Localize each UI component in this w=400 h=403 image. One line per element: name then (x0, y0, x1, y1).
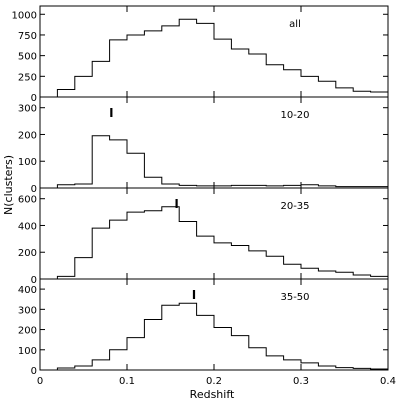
x-tick-label: 0.2 (206, 376, 222, 387)
y-tick-label: 0 (31, 275, 37, 286)
y-tick-label: 1000 (12, 10, 37, 21)
histogram-panels: 02505007501000all010020030010-2002004006… (12, 5, 396, 387)
panel-3: 0 200 400 600 20-35 (18, 187, 389, 286)
histogram-bars (56, 135, 389, 188)
y-tick-label: 750 (18, 31, 37, 42)
histogram-bars (56, 18, 389, 97)
y-tick-label: 400 (18, 221, 37, 232)
x-tick-label: 0 (37, 376, 43, 387)
panel-label: 10-20 (280, 110, 309, 121)
histogram-bars (56, 302, 389, 370)
y-tick-label: 300 (18, 305, 37, 316)
y-tick-label: 200 (18, 130, 37, 141)
y-tick-label: 0 (31, 184, 37, 195)
x-tick-label: 0.1 (119, 376, 135, 387)
histogram-bars (56, 206, 389, 279)
y-tick-label: 200 (18, 248, 37, 259)
x-tick-label: 0.3 (293, 376, 309, 387)
y-tick-label: 100 (18, 346, 37, 357)
y-tick-label: 250 (18, 72, 37, 83)
y-tick-label: 400 (18, 285, 37, 296)
y-tick-label: 200 (18, 326, 37, 337)
panel-4: 0 100 200 300 400 35-50 (18, 278, 389, 377)
y-tick-label: 100 (18, 157, 37, 168)
x-axis-label: Redshift (190, 388, 235, 401)
panel-2: 0 100 200 300 10-20 (18, 96, 389, 195)
panel-label: 20-35 (280, 201, 309, 212)
y-tick-label: 0 (31, 366, 37, 377)
panel-label: all (289, 19, 301, 30)
y-axis-label: N(clusters) (2, 155, 15, 215)
panel-label: 35-50 (280, 292, 309, 303)
y-tick-label: 300 (18, 104, 37, 115)
y-tick-label: 500 (18, 52, 37, 63)
y-tick-label: 0 (31, 93, 37, 104)
x-tick-label: 0.4 (380, 376, 396, 387)
panel-1: 0 250 500 750 1000 all (12, 5, 389, 104)
y-tick-label: 600 (18, 195, 37, 206)
